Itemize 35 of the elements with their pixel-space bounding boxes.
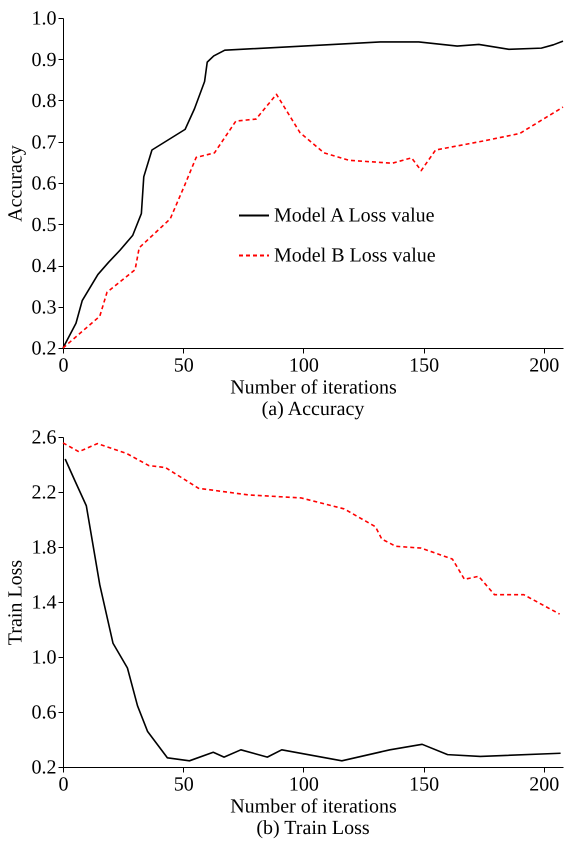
y-tick-label: 0.8: [32, 90, 56, 112]
x-tick-label: 150: [409, 774, 440, 796]
legend-label: Model A Loss value: [274, 204, 435, 226]
x-tick-label: 50: [174, 774, 194, 796]
y-tick-label: 0.7: [32, 131, 56, 154]
y-axis-title: Train Loss: [4, 560, 26, 646]
x-tick-label: 150: [409, 354, 440, 376]
y-tick-label: 0.6: [32, 702, 56, 724]
y-tick-label: 2.2: [32, 482, 56, 504]
y-tick-label: 1.8: [32, 536, 56, 558]
x-tick-label: 0: [58, 774, 68, 796]
x-tick-label: 0: [58, 354, 68, 376]
y-tick-label: 2.6: [32, 426, 56, 448]
y-tick-label: 0.2: [32, 338, 56, 360]
x-tick-label: 100: [288, 354, 319, 376]
y-tick-label: 1.0: [32, 646, 56, 668]
y-tick-label: 0.3: [32, 296, 56, 318]
legend-label: Model B Loss value: [274, 244, 436, 266]
x-tick-label: 100: [288, 774, 319, 796]
text: (b) Train Loss: [256, 817, 370, 839]
line-series: [62, 442, 560, 615]
x-tick-label: 50: [174, 354, 194, 376]
y-tick-label: 0.5: [32, 214, 56, 236]
y-tick-label: 1.0: [32, 8, 56, 30]
x-tick-label: 200: [529, 774, 560, 796]
y-axis-title: Accuracy: [4, 145, 26, 222]
y-tick-label: 1.4: [32, 592, 56, 614]
y-tick-label: 0.4: [32, 255, 56, 277]
y-tick-label: 0.9: [32, 48, 56, 71]
x-tick-label: 200: [529, 354, 560, 376]
y-tick-label: 0.6: [32, 172, 56, 194]
x-axis-title: Number of iterations: [230, 796, 398, 818]
text: (a) Accuracy: [262, 398, 364, 420]
y-tick-label: 0.2: [32, 756, 56, 778]
x-axis-title: Number of iterations: [230, 376, 398, 398]
